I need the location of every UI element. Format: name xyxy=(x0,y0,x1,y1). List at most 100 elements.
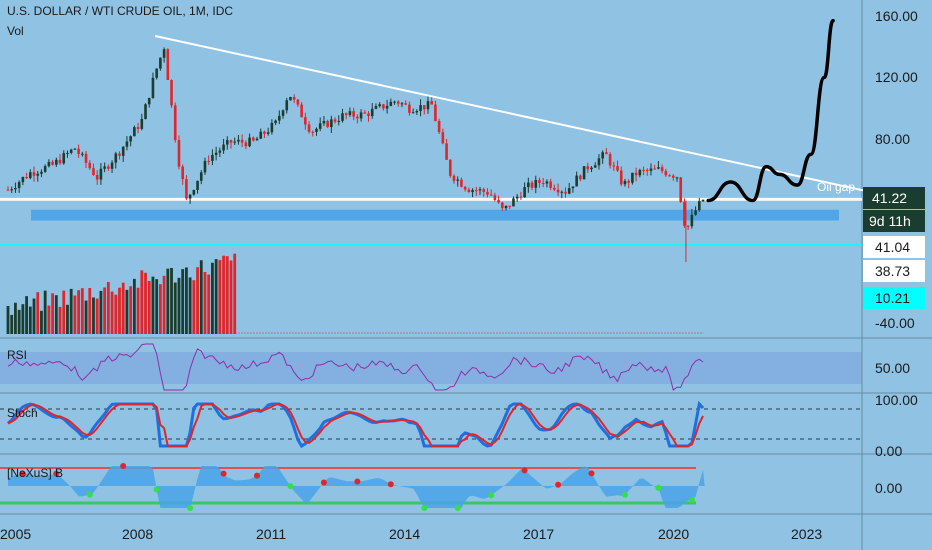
volume-bar xyxy=(118,287,121,334)
candle-body xyxy=(125,141,129,147)
candle-body xyxy=(110,162,114,169)
candle-body xyxy=(501,202,504,209)
candle-body xyxy=(330,119,333,128)
volume-bar xyxy=(69,288,73,334)
candle-body xyxy=(58,159,62,164)
candle-body xyxy=(315,128,318,133)
candle-body xyxy=(657,167,660,169)
cyan-badge xyxy=(863,287,925,309)
candle-body xyxy=(352,111,355,117)
candle-body xyxy=(482,189,486,192)
candle-body xyxy=(623,181,627,185)
volume-bar xyxy=(6,305,10,334)
candle-body xyxy=(434,104,437,122)
volume-bar xyxy=(151,276,155,334)
volume-bar xyxy=(196,267,199,334)
candle-body xyxy=(155,68,158,78)
candle-body xyxy=(426,101,430,110)
candle-body xyxy=(382,104,385,109)
volume-bar xyxy=(225,256,229,334)
rsi-line xyxy=(7,343,704,391)
candle-body xyxy=(415,111,419,113)
volume-bar xyxy=(229,260,233,334)
candle-body xyxy=(129,136,132,142)
nexus-sell-dot xyxy=(220,470,227,477)
candle-body xyxy=(586,166,590,170)
candle-body xyxy=(95,174,99,180)
candle-body xyxy=(612,165,616,167)
candle-body xyxy=(173,105,177,141)
volume-bar xyxy=(121,282,125,334)
candle-body xyxy=(486,191,489,195)
candle-body xyxy=(162,49,166,58)
volume-bar xyxy=(211,262,214,334)
candle-body xyxy=(527,182,530,188)
candle-body xyxy=(660,167,664,172)
candle-body xyxy=(363,112,367,114)
candle-body xyxy=(686,225,690,227)
candle-body xyxy=(419,105,422,112)
volume-bar xyxy=(214,259,218,334)
candle-body xyxy=(645,170,649,172)
candle-body xyxy=(170,79,173,106)
candle-body xyxy=(252,137,255,141)
candle-body xyxy=(460,179,463,187)
volume-bar xyxy=(58,306,62,334)
candle-body xyxy=(270,122,274,133)
volume-tick: 38.73 xyxy=(875,263,910,279)
candle-body xyxy=(515,196,519,199)
candle-body xyxy=(6,189,10,191)
candle-body xyxy=(668,175,671,177)
candle-body xyxy=(211,154,214,161)
candle-body xyxy=(497,200,500,203)
volume-bar xyxy=(54,295,58,334)
candle-body xyxy=(218,150,222,153)
candle-body xyxy=(356,116,359,119)
candle-body xyxy=(564,191,567,194)
stoch-d-line xyxy=(7,402,704,447)
candle-body xyxy=(114,153,118,163)
candle-body xyxy=(185,179,188,199)
candle-body xyxy=(642,170,645,172)
volume-bar xyxy=(47,305,51,334)
candle-body xyxy=(73,148,77,150)
price-tick: 80.00 xyxy=(875,131,910,147)
candle-body xyxy=(322,120,326,124)
volume-bar xyxy=(140,270,144,334)
cyan-badge-value: 10.21 xyxy=(875,290,910,306)
candle-body xyxy=(337,120,341,122)
volume-bar xyxy=(84,300,88,334)
candle-body xyxy=(136,127,140,129)
volume-bar xyxy=(25,296,28,334)
candle-body xyxy=(430,101,433,105)
volume-bar xyxy=(114,294,118,334)
candle-body xyxy=(441,132,445,144)
volume-bar xyxy=(207,274,211,334)
volume-bar xyxy=(233,253,237,334)
candle-body xyxy=(493,195,497,201)
time-tick: 2017 xyxy=(523,526,554,542)
candle-body xyxy=(259,131,263,139)
candle-body xyxy=(181,166,184,180)
volume-bar xyxy=(125,289,129,334)
candle-body xyxy=(467,189,471,193)
nexus-sell-dot xyxy=(320,479,327,486)
price-tick: 160.00 xyxy=(875,8,918,24)
candle-body xyxy=(188,194,192,199)
candle-body xyxy=(177,140,181,167)
candle-body xyxy=(166,49,170,80)
time-tick: 2023 xyxy=(791,526,822,542)
candle-body xyxy=(671,175,675,178)
nexus-area xyxy=(8,466,705,508)
candle-body xyxy=(627,181,630,183)
candle-body xyxy=(289,97,292,101)
nexus-buy-dot xyxy=(287,483,294,490)
candle-body xyxy=(344,113,348,115)
candle-body xyxy=(422,105,426,110)
volume-bar xyxy=(129,286,133,334)
candle-body xyxy=(649,168,653,171)
stoch-tick: 100.00 xyxy=(875,392,918,408)
candle-body xyxy=(32,172,36,176)
candle-body xyxy=(159,57,162,69)
